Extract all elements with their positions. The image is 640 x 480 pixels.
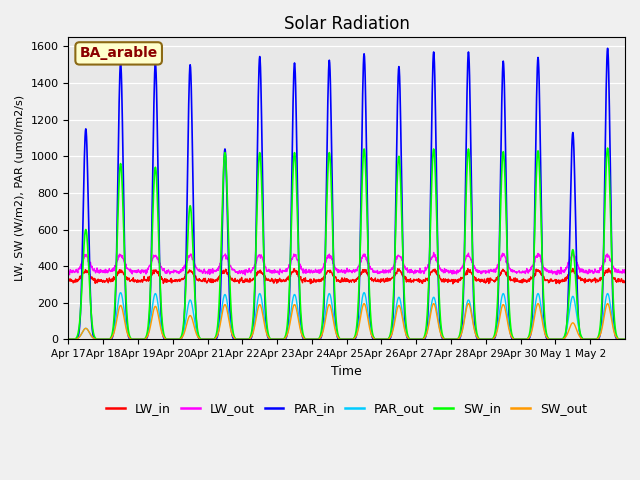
Line: LW_in: LW_in <box>68 268 625 284</box>
LW_out <box>65 268 72 274</box>
PAR_out <box>614 336 621 342</box>
PAR_out <box>65 336 72 342</box>
Line: SW_out: SW_out <box>68 304 625 339</box>
SW_out <box>65 336 72 342</box>
PAR_in <box>65 336 72 342</box>
PAR_out <box>116 290 124 296</box>
SW_out <box>321 317 329 323</box>
LW_out <box>621 267 628 273</box>
LW_in <box>614 277 622 283</box>
LW_out <box>430 250 438 255</box>
PAR_out <box>621 336 628 342</box>
LW_in <box>605 265 612 271</box>
PAR_out <box>322 309 330 314</box>
LW_out <box>478 269 486 275</box>
SW_out <box>614 336 621 342</box>
LW_in <box>332 274 340 280</box>
PAR_in <box>604 46 611 51</box>
Text: BA_arable: BA_arable <box>79 47 158 60</box>
Legend: LW_in, LW_out, PAR_in, PAR_out, SW_in, SW_out: LW_in, LW_out, PAR_in, PAR_out, SW_in, S… <box>102 397 592 420</box>
SW_out <box>360 301 368 307</box>
LW_out <box>241 272 249 278</box>
LW_in <box>152 269 159 275</box>
PAR_in <box>614 336 621 342</box>
SW_out <box>152 303 159 309</box>
SW_in <box>614 335 621 341</box>
SW_in <box>604 145 611 151</box>
PAR_in <box>321 250 329 255</box>
Line: LW_out: LW_out <box>68 252 625 275</box>
SW_in <box>477 336 485 342</box>
SW_in <box>152 164 159 170</box>
SW_out <box>621 336 628 342</box>
LW_out <box>152 253 159 259</box>
SW_in <box>559 336 567 342</box>
LW_in <box>478 276 486 282</box>
LW_in <box>65 277 72 283</box>
PAR_in <box>332 324 340 330</box>
PAR_in <box>559 336 567 342</box>
SW_in <box>332 313 340 319</box>
LW_out <box>322 260 330 265</box>
Line: PAR_out: PAR_out <box>68 293 625 339</box>
PAR_out <box>478 336 486 342</box>
PAR_out <box>332 329 340 335</box>
LW_out <box>332 267 340 273</box>
PAR_out <box>559 335 567 341</box>
PAR_out <box>152 291 159 297</box>
LW_in <box>321 271 329 276</box>
LW_out <box>614 269 622 275</box>
SW_in <box>621 336 628 342</box>
SW_out <box>559 336 567 342</box>
Line: PAR_in: PAR_in <box>68 48 625 339</box>
SW_in <box>321 251 329 257</box>
LW_in <box>449 281 457 287</box>
SW_out <box>478 336 486 342</box>
PAR_in <box>477 336 485 342</box>
Y-axis label: LW, SW (W/m2), PAR (umol/m2/s): LW, SW (W/m2), PAR (umol/m2/s) <box>15 95 25 281</box>
LW_out <box>560 268 568 274</box>
LW_in <box>621 280 628 286</box>
Line: SW_in: SW_in <box>68 148 625 339</box>
SW_in <box>65 336 72 342</box>
X-axis label: Time: Time <box>332 365 362 378</box>
PAR_in <box>621 336 628 342</box>
LW_in <box>559 277 567 283</box>
Title: Solar Radiation: Solar Radiation <box>284 15 410 33</box>
SW_out <box>332 330 340 336</box>
PAR_in <box>152 60 159 66</box>
